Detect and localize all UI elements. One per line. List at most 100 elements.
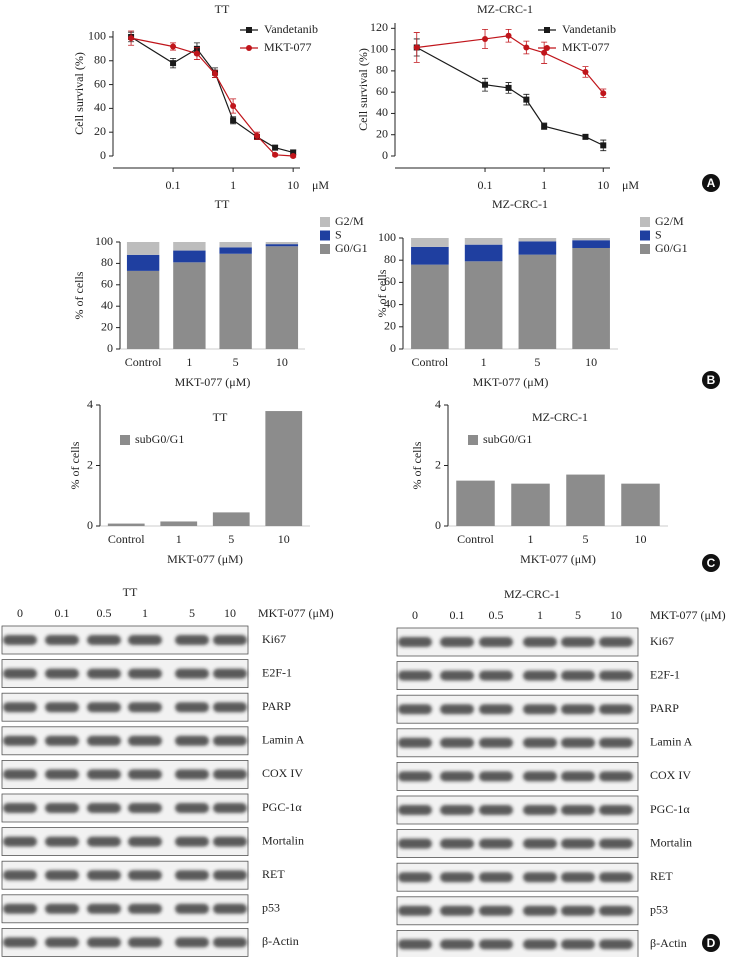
blot-band (175, 735, 209, 746)
legend-swatch (320, 230, 330, 241)
bar (518, 241, 557, 255)
protein-label: PARP (650, 701, 679, 715)
protein-label: p53 (650, 903, 668, 917)
chart-title: TT (215, 197, 230, 211)
legend-label: MKT-077 (264, 40, 312, 54)
blot-band (87, 635, 121, 645)
y-tick-label: 40 (101, 298, 113, 312)
blot-band (128, 769, 162, 780)
bar (126, 242, 160, 255)
blot-strip (1, 860, 249, 890)
legend-label: Vandetanib (264, 22, 318, 36)
blot-band (213, 668, 247, 679)
blot-band (128, 702, 162, 713)
protein-label: Lamin A (650, 735, 693, 749)
marker (290, 149, 297, 156)
bar (265, 242, 299, 245)
y-tick-label: 60 (94, 76, 106, 90)
blot-strip (396, 829, 639, 858)
blot-band (561, 905, 595, 916)
blot-band (479, 704, 513, 715)
protein-label: Ki67 (650, 634, 674, 648)
lane-label: 0.1 (55, 606, 70, 620)
blot-band (175, 769, 209, 780)
protein-label: p53 (262, 901, 280, 915)
blot-band (398, 771, 432, 782)
marker (290, 153, 297, 159)
chart-title: TT (213, 410, 228, 424)
bar (126, 270, 160, 349)
bar (621, 483, 660, 526)
x-axis-label: μM (622, 178, 639, 192)
blot-band (440, 838, 474, 849)
legend-swatch (468, 435, 478, 445)
blot-strip (1, 894, 249, 924)
y-tick-label: 0 (107, 341, 113, 355)
panel-label: C (707, 556, 716, 570)
blot-band (599, 838, 633, 849)
bar (265, 411, 303, 526)
x-tick-label: Control (125, 355, 162, 369)
legend-label: S (655, 227, 662, 241)
x-axis-label: μM (312, 178, 329, 192)
lane-label: 10 (224, 606, 236, 620)
blot-band (561, 670, 595, 681)
y-tick-label: 60 (384, 274, 396, 288)
blot-band (561, 637, 595, 647)
blot-band (440, 805, 474, 815)
blot-band (87, 903, 121, 914)
bar (265, 244, 299, 247)
protein-label: Mortalin (262, 833, 304, 847)
x-tick-label: 0.1 (166, 178, 181, 192)
legend-label: subG0/G1 (135, 432, 184, 446)
legend-label: G2/M (655, 214, 684, 228)
bar (173, 250, 206, 263)
x-axis-label: MKT-077 (μM) (520, 552, 596, 566)
blot-band (479, 872, 513, 883)
y-tick-label: 40 (376, 105, 388, 119)
marker (505, 84, 512, 91)
blot-band (523, 771, 557, 782)
blot-band (45, 803, 79, 813)
blot-band (523, 805, 557, 815)
blot-band (175, 903, 209, 914)
marker (523, 44, 530, 51)
blot-band (440, 939, 474, 950)
y-tick-label: 0 (390, 341, 396, 355)
legend-swatch (640, 230, 650, 241)
protein-label: Lamin A (262, 733, 305, 747)
bar (572, 240, 610, 248)
panel-label: A (707, 176, 716, 190)
panel-badge (702, 174, 720, 192)
blot-band (398, 838, 432, 849)
blot-band (128, 668, 162, 679)
y-tick-label: 20 (94, 124, 106, 138)
blot-band (523, 939, 557, 950)
x-axis-label: MKT-077 (μM) (473, 375, 549, 389)
panel-label: B (707, 373, 716, 387)
legend-label: G2/M (335, 214, 364, 228)
bar (219, 253, 252, 349)
y-tick-label: 60 (376, 84, 388, 98)
bar (566, 474, 605, 526)
bar (464, 244, 503, 262)
blot-band (3, 803, 37, 813)
protein-label: RET (262, 867, 285, 881)
blot-title: TT (123, 585, 138, 599)
blot-band (599, 905, 633, 916)
blot-strip (1, 692, 249, 722)
blot-band (45, 836, 79, 847)
blot-band (398, 704, 432, 715)
legend-swatch (320, 217, 330, 227)
blot-band (87, 870, 121, 881)
blot-band (213, 903, 247, 914)
blot-band (561, 737, 595, 748)
bar (518, 238, 557, 242)
blot-band (213, 735, 247, 746)
x-tick-label: 1 (481, 355, 487, 369)
x-tick-label: 10 (287, 178, 299, 192)
blot-strip (396, 627, 639, 657)
y-tick-label: 120 (370, 20, 388, 34)
blot-band (440, 737, 474, 748)
